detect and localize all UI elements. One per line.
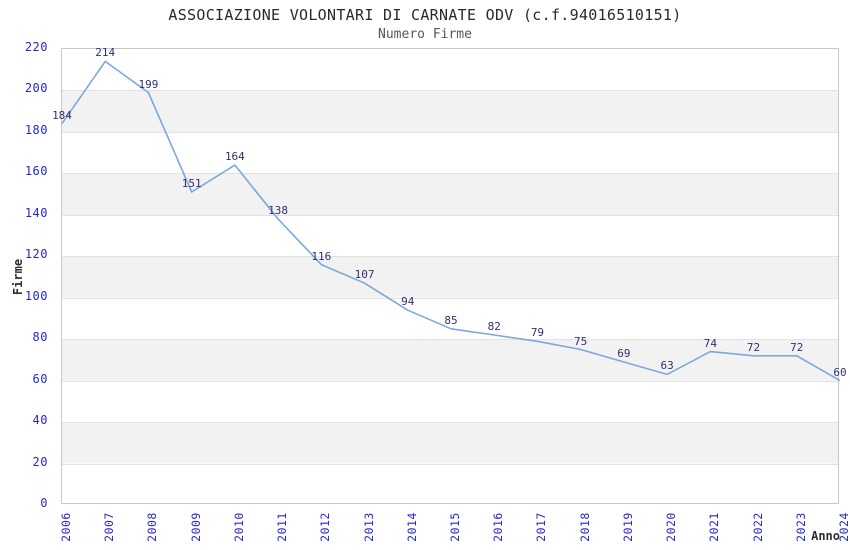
- x-tick-label: 2008: [145, 512, 160, 542]
- gridline: [62, 173, 838, 175]
- gridline: [62, 463, 838, 465]
- x-tick-label: 2021: [707, 512, 722, 542]
- gridline: [62, 256, 838, 258]
- data-point-label: 164: [224, 150, 245, 164]
- y-tick-label: 100: [24, 288, 48, 303]
- x-tick-label: 2012: [318, 512, 333, 542]
- data-point-label: 74: [703, 336, 717, 350]
- x-tick-label: 2013: [361, 512, 376, 542]
- x-tick-label: 2011: [275, 512, 290, 542]
- x-tick-label: 2010: [231, 512, 246, 542]
- y-tick-label: 200: [24, 81, 48, 96]
- plot-area: 184 214 199 151 164 138 116 107 94 85 82 79 75 69 63 74…: [52, 46, 847, 504]
- data-point-label: 72: [746, 340, 761, 354]
- gridline: [62, 380, 838, 382]
- y-tick-label: 60: [32, 371, 48, 386]
- x-tick-label: 2016: [491, 512, 506, 542]
- gridline: [62, 131, 838, 133]
- y-tick-label: 220: [24, 40, 48, 54]
- data-point-label: 79: [530, 326, 545, 340]
- x-tick-label: 2020: [664, 512, 679, 542]
- x-axis-title: Anno: [811, 529, 840, 543]
- data-point-label: 184: [52, 108, 72, 122]
- gridline: [62, 90, 838, 92]
- y-tick-label: 180: [24, 122, 48, 137]
- x-tick-label: 2009: [188, 512, 203, 542]
- y-tick-label: 120: [24, 247, 48, 262]
- data-point-label: 85: [444, 313, 458, 327]
- data-point-label: 107: [354, 268, 375, 282]
- x-tick-label: 2019: [620, 512, 635, 542]
- x-tick-label: 2014: [404, 512, 419, 542]
- y-tick-label: 0: [40, 496, 48, 510]
- data-point-label: 63: [660, 359, 674, 373]
- chart-subtitle: Numero Firme: [378, 27, 472, 42]
- gridline: [62, 339, 838, 341]
- chart-title: ASSOCIAZIONE VOLONTARI DI CARNATE ODV (c…: [168, 6, 682, 24]
- y-tick-label: 160: [24, 164, 48, 179]
- data-point-label: 214: [95, 46, 116, 60]
- data-point-label: 199: [138, 77, 159, 91]
- data-point-label: 82: [487, 320, 501, 334]
- data-point-label: 138: [268, 203, 289, 217]
- data-point-label: 72: [790, 340, 804, 354]
- data-point-label: 75: [574, 334, 588, 348]
- data-point-label: 151: [181, 177, 202, 191]
- y-tick-label: 80: [32, 330, 48, 345]
- x-tick-label: 2017: [534, 512, 549, 542]
- line-chart-canvas: [61, 60, 841, 382]
- data-point-label: 69: [617, 346, 631, 360]
- data-point-label: 94: [401, 295, 415, 309]
- data-point-label: 60: [833, 365, 847, 379]
- x-tick-label: 2006: [59, 512, 73, 542]
- y-tick-label: 140: [24, 205, 48, 220]
- gridline: [62, 214, 838, 216]
- y-tick-label: 40: [32, 413, 48, 428]
- x-tick-label: 2022: [750, 512, 765, 542]
- x-tick-label: 2018: [577, 512, 592, 542]
- x-tick-label: 2023: [793, 512, 808, 542]
- x-tick-label: 2007: [102, 512, 117, 542]
- x-tick-label: 2015: [448, 512, 462, 542]
- gridline: [62, 297, 838, 299]
- series-line: [61, 60, 841, 382]
- gridline: [62, 422, 838, 424]
- data-point-label: 116: [311, 249, 332, 263]
- x-tick-label: 2024: [837, 512, 850, 542]
- y-tick-label: 20: [32, 454, 48, 469]
